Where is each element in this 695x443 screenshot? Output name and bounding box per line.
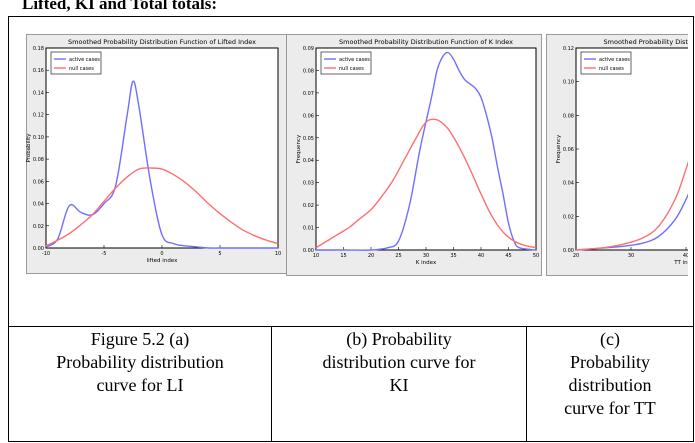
y-tick-label: 0.18 — [33, 46, 44, 52]
y-tick-label: 0.08 — [33, 157, 44, 163]
y-tick-label: 0.12 — [33, 113, 44, 119]
y-tick-label: 0.03 — [303, 181, 314, 187]
y-axis-label: Probability — [26, 133, 32, 163]
caption-c-line: (c) — [600, 329, 620, 349]
caption-c: (c) Probability distribution curve for T… — [527, 328, 693, 420]
x-tick-label: 40 — [478, 253, 484, 259]
x-tick-label: 10 — [313, 253, 319, 259]
y-tick-label: 0.09 — [303, 46, 314, 52]
x-tick-label: 30 — [628, 253, 634, 259]
x-tick-label: 40 — [683, 253, 688, 259]
x-axis-label: TT index — [673, 260, 688, 266]
y-tick-label: 0.08 — [303, 68, 314, 74]
x-tick-label: 10 — [275, 251, 281, 257]
x-tick-label: -5 — [102, 251, 107, 257]
y-tick-label: 0.04 — [563, 181, 574, 187]
chart-lifted-index: Smoothed Probability Distribution Functi… — [26, 34, 288, 274]
caption-c-line: curve for TT — [564, 398, 656, 418]
header-text: Lifted, KI and Total totals: — [22, 0, 218, 12]
caption-divider-2 — [526, 326, 527, 442]
caption-a: Figure 5.2 (a) Probability distribution … — [9, 328, 271, 397]
x-axis-label: K index — [416, 260, 437, 266]
y-tick-label: 0.14 — [33, 90, 44, 96]
plot-area — [575, 47, 688, 251]
y-tick-label: 0.01 — [303, 226, 314, 232]
caption-a-line: curve for LI — [96, 375, 184, 395]
x-tick-label: 15 — [340, 253, 346, 259]
y-tick-label: 0.00 — [563, 248, 574, 254]
y-tick-label: 0.06 — [33, 179, 44, 185]
x-tick-label: 50 — [533, 253, 539, 259]
y-tick-label: 0.08 — [563, 113, 574, 119]
y-tick-label: 0.05 — [303, 136, 314, 142]
legend-label: null cases — [339, 66, 364, 72]
caption-a-line: Probability distribution — [56, 352, 224, 372]
legend-label: active cases — [599, 57, 630, 63]
y-tick-label: 0.02 — [563, 214, 574, 220]
caption-b-line: KI — [389, 375, 409, 395]
chart-title: Smoothed Probability Distribution Functi… — [339, 38, 513, 46]
plot-area — [315, 47, 537, 251]
plot-area — [45, 47, 279, 249]
y-tick-label: 0.04 — [33, 202, 44, 208]
x-tick-label: 20 — [573, 253, 579, 259]
legend-label: active cases — [69, 57, 100, 63]
y-tick-label: 0.07 — [303, 91, 314, 97]
table-divider — [8, 326, 694, 327]
caption-c-line: distribution — [568, 375, 652, 395]
figure-table — [8, 16, 694, 442]
y-tick-label: 0.10 — [563, 80, 574, 86]
y-tick-label: 0.12 — [563, 46, 574, 52]
series-line — [45, 167, 279, 247]
x-axis-label: lifted index — [147, 258, 178, 264]
legend-label: null cases — [599, 66, 624, 72]
caption-c-line: Probability — [570, 352, 650, 372]
caption-b: (b) Probability distribution curve for K… — [272, 328, 526, 397]
y-tick-label: 0.16 — [33, 68, 44, 74]
x-tick-label: 20 — [368, 253, 374, 259]
caption-divider-1 — [271, 326, 272, 442]
y-tick-label: 0.04 — [303, 158, 314, 164]
x-tick-label: 45 — [505, 253, 511, 259]
x-tick-label: 30 — [423, 253, 429, 259]
series-line — [45, 80, 278, 249]
x-tick-label: 25 — [395, 253, 401, 259]
y-tick-label: 0.02 — [303, 203, 314, 209]
chart-total-index: Smoothed Probability Distribution Functi… — [546, 34, 688, 276]
y-tick-label: 0.02 — [33, 224, 44, 230]
caption-b-line: (b) Probability — [346, 329, 452, 349]
legend-label: null cases — [69, 66, 94, 72]
x-tick-label: 35 — [450, 253, 456, 259]
x-tick-label: -10 — [42, 251, 50, 257]
x-tick-label: 5 — [218, 251, 221, 257]
chart-title: Smoothed Probability Distribution Functi… — [68, 38, 256, 46]
y-tick-label: 0.00 — [33, 246, 44, 252]
series-line — [315, 118, 537, 249]
y-axis-label: Frequency — [556, 134, 562, 163]
chart-title: Smoothed Probability Distribution Functi… — [604, 38, 688, 46]
x-tick-label: 0 — [160, 251, 163, 257]
chart-total-clip: Smoothed Probability Distribution Functi… — [546, 34, 688, 276]
y-tick-label: 0.06 — [303, 113, 314, 119]
chart-k-index: Smoothed Probability Distribution Functi… — [286, 34, 542, 276]
y-tick-label: 0.00 — [303, 248, 314, 254]
y-axis-label: Frequency — [296, 134, 302, 163]
legend-label: active cases — [339, 57, 370, 63]
y-tick-label: 0.06 — [563, 147, 574, 153]
y-tick-label: 0.10 — [33, 135, 44, 141]
series-line — [575, 193, 688, 251]
caption-a-line: Figure 5.2 (a) — [90, 329, 190, 349]
series-line — [315, 51, 537, 251]
series-line — [575, 160, 688, 251]
caption-b-line: distribution curve for — [322, 352, 476, 372]
